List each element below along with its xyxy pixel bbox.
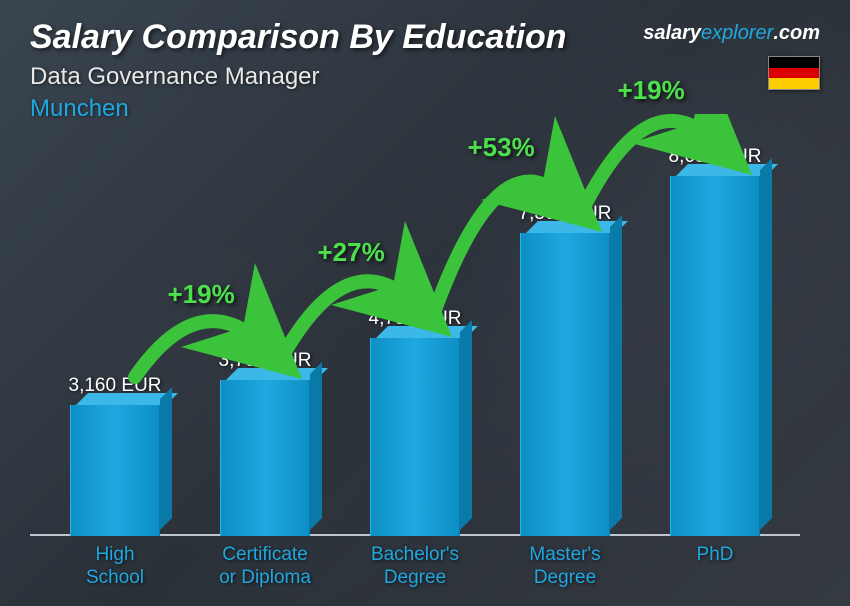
pct-label: +19% bbox=[168, 279, 235, 310]
bar-group: 3,160 EUR bbox=[50, 375, 180, 536]
pct-label: +53% bbox=[468, 132, 535, 163]
brand-part2: explorer bbox=[701, 22, 773, 44]
bar-side-face bbox=[160, 387, 172, 530]
brand-logo: salaryexplorer.com bbox=[643, 22, 820, 45]
bar-side-face bbox=[310, 362, 322, 530]
pct-label: +19% bbox=[618, 75, 685, 106]
bar-front-face bbox=[520, 233, 610, 536]
bar-front-face bbox=[70, 405, 160, 536]
bar bbox=[370, 338, 460, 536]
category-label: HighSchool bbox=[50, 544, 180, 594]
bar bbox=[220, 380, 310, 536]
container: Salary Comparison By Education Data Gove… bbox=[0, 0, 850, 606]
pct-label: +27% bbox=[318, 237, 385, 268]
page-title: Salary Comparison By Education bbox=[30, 18, 567, 57]
country-flag bbox=[768, 56, 820, 90]
flag-stripe-0 bbox=[769, 57, 819, 68]
bar-group: 4,780 EUR bbox=[350, 308, 480, 536]
bar-side-face bbox=[460, 320, 472, 530]
bar-side-face bbox=[610, 215, 622, 530]
category-label: Master'sDegree bbox=[500, 544, 630, 594]
brand-part3: .com bbox=[773, 22, 820, 44]
flag-stripe-2 bbox=[769, 78, 819, 89]
category-label: PhD bbox=[650, 544, 780, 594]
bar-front-face bbox=[370, 338, 460, 536]
brand-part1: salary bbox=[643, 22, 701, 44]
bar-side-face bbox=[760, 158, 772, 530]
category-label: Certificateor Diploma bbox=[200, 544, 330, 594]
bar-group: 7,300 EUR bbox=[500, 203, 630, 536]
labels-container: HighSchool Certificateor Diploma Bachelor'… bbox=[40, 544, 790, 594]
category-label: Bachelor'sDegree bbox=[350, 544, 480, 594]
bar-group: 3,760 EUR bbox=[200, 350, 330, 536]
bar-group: 8,680 EUR bbox=[650, 146, 780, 536]
bar-front-face bbox=[220, 380, 310, 536]
flag-stripe-1 bbox=[769, 68, 819, 79]
header: Salary Comparison By Education Data Gove… bbox=[30, 18, 567, 123]
bars-container: 3,160 EUR3,760 EUR4,780 EUR7,300 EUR8,68… bbox=[40, 116, 790, 536]
bar-front-face bbox=[670, 176, 760, 536]
chart-area: 3,160 EUR3,760 EUR4,780 EUR7,300 EUR8,68… bbox=[40, 114, 790, 594]
bar bbox=[670, 176, 760, 536]
subtitle: Data Governance Manager bbox=[30, 63, 567, 91]
bar bbox=[70, 405, 160, 536]
bar bbox=[520, 233, 610, 536]
